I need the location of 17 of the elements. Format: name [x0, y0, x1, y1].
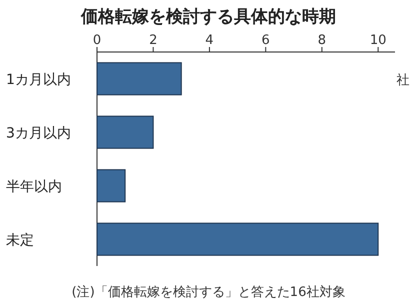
y-tick-label: 3カ月以内 [6, 125, 71, 142]
y-tick-label: 未定 [6, 232, 34, 248]
x-tick-label: 2 [149, 33, 158, 48]
bar [96, 62, 182, 96]
x-tick-label: 6 [262, 33, 270, 48]
x-tick-label: 0 [92, 33, 102, 48]
y-tick-label: 半年以内 [6, 178, 62, 195]
chart-title: 価格転嫁を検討する具体的な時期 [80, 7, 336, 27]
x-axis-title: 社 [396, 73, 410, 88]
x-tick-label: 8 [318, 33, 326, 48]
y-tick-label: 1カ月以内 [6, 72, 71, 88]
text: (注)「価格転嫁を検討する」と答えた16社対象 [72, 284, 346, 300]
bar [96, 222, 379, 256]
x-tick-label: 4 [205, 33, 214, 48]
bar [96, 116, 154, 149]
x-tick-label: 10 [370, 33, 386, 48]
bar [96, 169, 126, 202]
